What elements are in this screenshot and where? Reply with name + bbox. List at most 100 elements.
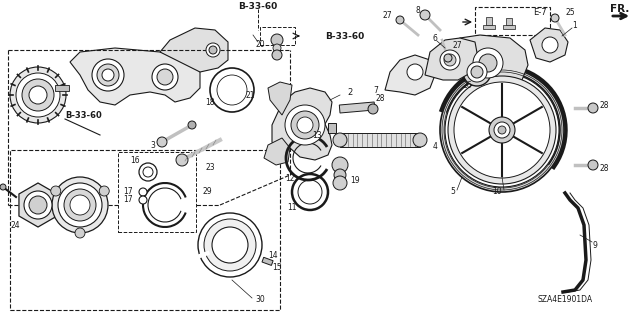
Circle shape [58, 183, 102, 227]
Circle shape [16, 73, 60, 117]
Circle shape [551, 14, 559, 22]
Circle shape [445, 73, 559, 187]
Circle shape [99, 186, 109, 196]
Circle shape [420, 10, 430, 20]
Circle shape [463, 58, 491, 86]
Polygon shape [511, 98, 545, 127]
Text: 27: 27 [452, 41, 461, 50]
Circle shape [139, 196, 147, 204]
Bar [340, 133, 420, 147]
Circle shape [143, 167, 153, 177]
Circle shape [407, 64, 423, 80]
Polygon shape [486, 17, 492, 25]
Circle shape [368, 104, 378, 114]
Text: 28: 28 [600, 164, 609, 172]
Text: 26: 26 [462, 81, 472, 90]
Circle shape [22, 79, 54, 111]
Text: 11: 11 [287, 204, 297, 212]
Text: 19: 19 [350, 175, 360, 185]
Text: 27: 27 [382, 11, 392, 20]
Circle shape [473, 48, 503, 78]
Circle shape [29, 196, 47, 214]
Bar [260, 27, 295, 45]
Circle shape [24, 191, 52, 219]
Polygon shape [448, 35, 528, 88]
Circle shape [271, 34, 283, 46]
Polygon shape [268, 82, 292, 115]
Circle shape [479, 54, 497, 72]
Text: 9: 9 [593, 241, 597, 250]
Polygon shape [503, 25, 515, 29]
Circle shape [542, 37, 558, 53]
Text: 13: 13 [312, 131, 322, 140]
Polygon shape [264, 138, 290, 165]
Circle shape [52, 177, 108, 233]
Circle shape [152, 64, 178, 90]
Bar [55, 85, 69, 91]
Circle shape [440, 68, 564, 192]
Text: 28: 28 [375, 93, 385, 102]
Polygon shape [530, 28, 568, 62]
Circle shape [217, 75, 247, 105]
Text: 20: 20 [255, 39, 265, 49]
Circle shape [333, 133, 347, 147]
Circle shape [210, 68, 254, 112]
Circle shape [139, 163, 157, 181]
Circle shape [64, 189, 96, 221]
Text: 24: 24 [10, 220, 20, 229]
Circle shape [157, 137, 167, 147]
Circle shape [198, 213, 262, 277]
Circle shape [291, 111, 319, 139]
Text: B-33-60: B-33-60 [325, 31, 364, 41]
Circle shape [471, 66, 483, 78]
Circle shape [413, 133, 427, 147]
Circle shape [0, 184, 6, 190]
Text: 10: 10 [492, 188, 502, 196]
Circle shape [204, 219, 256, 271]
Text: 12: 12 [285, 173, 295, 182]
Circle shape [444, 54, 452, 62]
Circle shape [206, 43, 220, 57]
Circle shape [334, 169, 346, 181]
Text: 23: 23 [205, 163, 214, 172]
Circle shape [467, 62, 487, 82]
Circle shape [333, 176, 347, 190]
Polygon shape [272, 88, 332, 160]
Circle shape [498, 126, 506, 134]
Circle shape [212, 227, 248, 263]
Text: 25: 25 [566, 7, 575, 17]
Polygon shape [489, 143, 515, 172]
Circle shape [588, 103, 598, 113]
Text: 18: 18 [205, 98, 215, 107]
Circle shape [188, 121, 196, 129]
Bar [475, 7, 550, 35]
Polygon shape [70, 48, 200, 105]
Text: 17: 17 [124, 188, 133, 196]
Circle shape [51, 186, 61, 196]
Circle shape [209, 46, 217, 54]
Text: 4: 4 [433, 141, 437, 150]
Text: B-33-60: B-33-60 [65, 110, 102, 119]
Text: 15: 15 [272, 263, 282, 273]
Text: 30: 30 [255, 295, 265, 305]
Circle shape [332, 157, 348, 173]
Polygon shape [506, 18, 512, 25]
Circle shape [70, 195, 90, 215]
Circle shape [176, 154, 188, 166]
Circle shape [273, 44, 281, 52]
Circle shape [588, 160, 598, 170]
Text: 29: 29 [202, 188, 212, 196]
Circle shape [10, 67, 66, 123]
Polygon shape [459, 98, 493, 127]
Circle shape [102, 69, 114, 81]
Bar [262, 257, 273, 265]
Text: 17: 17 [124, 196, 133, 204]
Circle shape [157, 69, 173, 85]
Text: 14: 14 [268, 251, 278, 260]
Text: 3: 3 [150, 140, 155, 149]
Polygon shape [483, 25, 495, 29]
Text: 8: 8 [415, 5, 420, 14]
Polygon shape [459, 133, 493, 162]
Text: 2: 2 [348, 87, 353, 97]
Text: 28: 28 [600, 100, 609, 109]
